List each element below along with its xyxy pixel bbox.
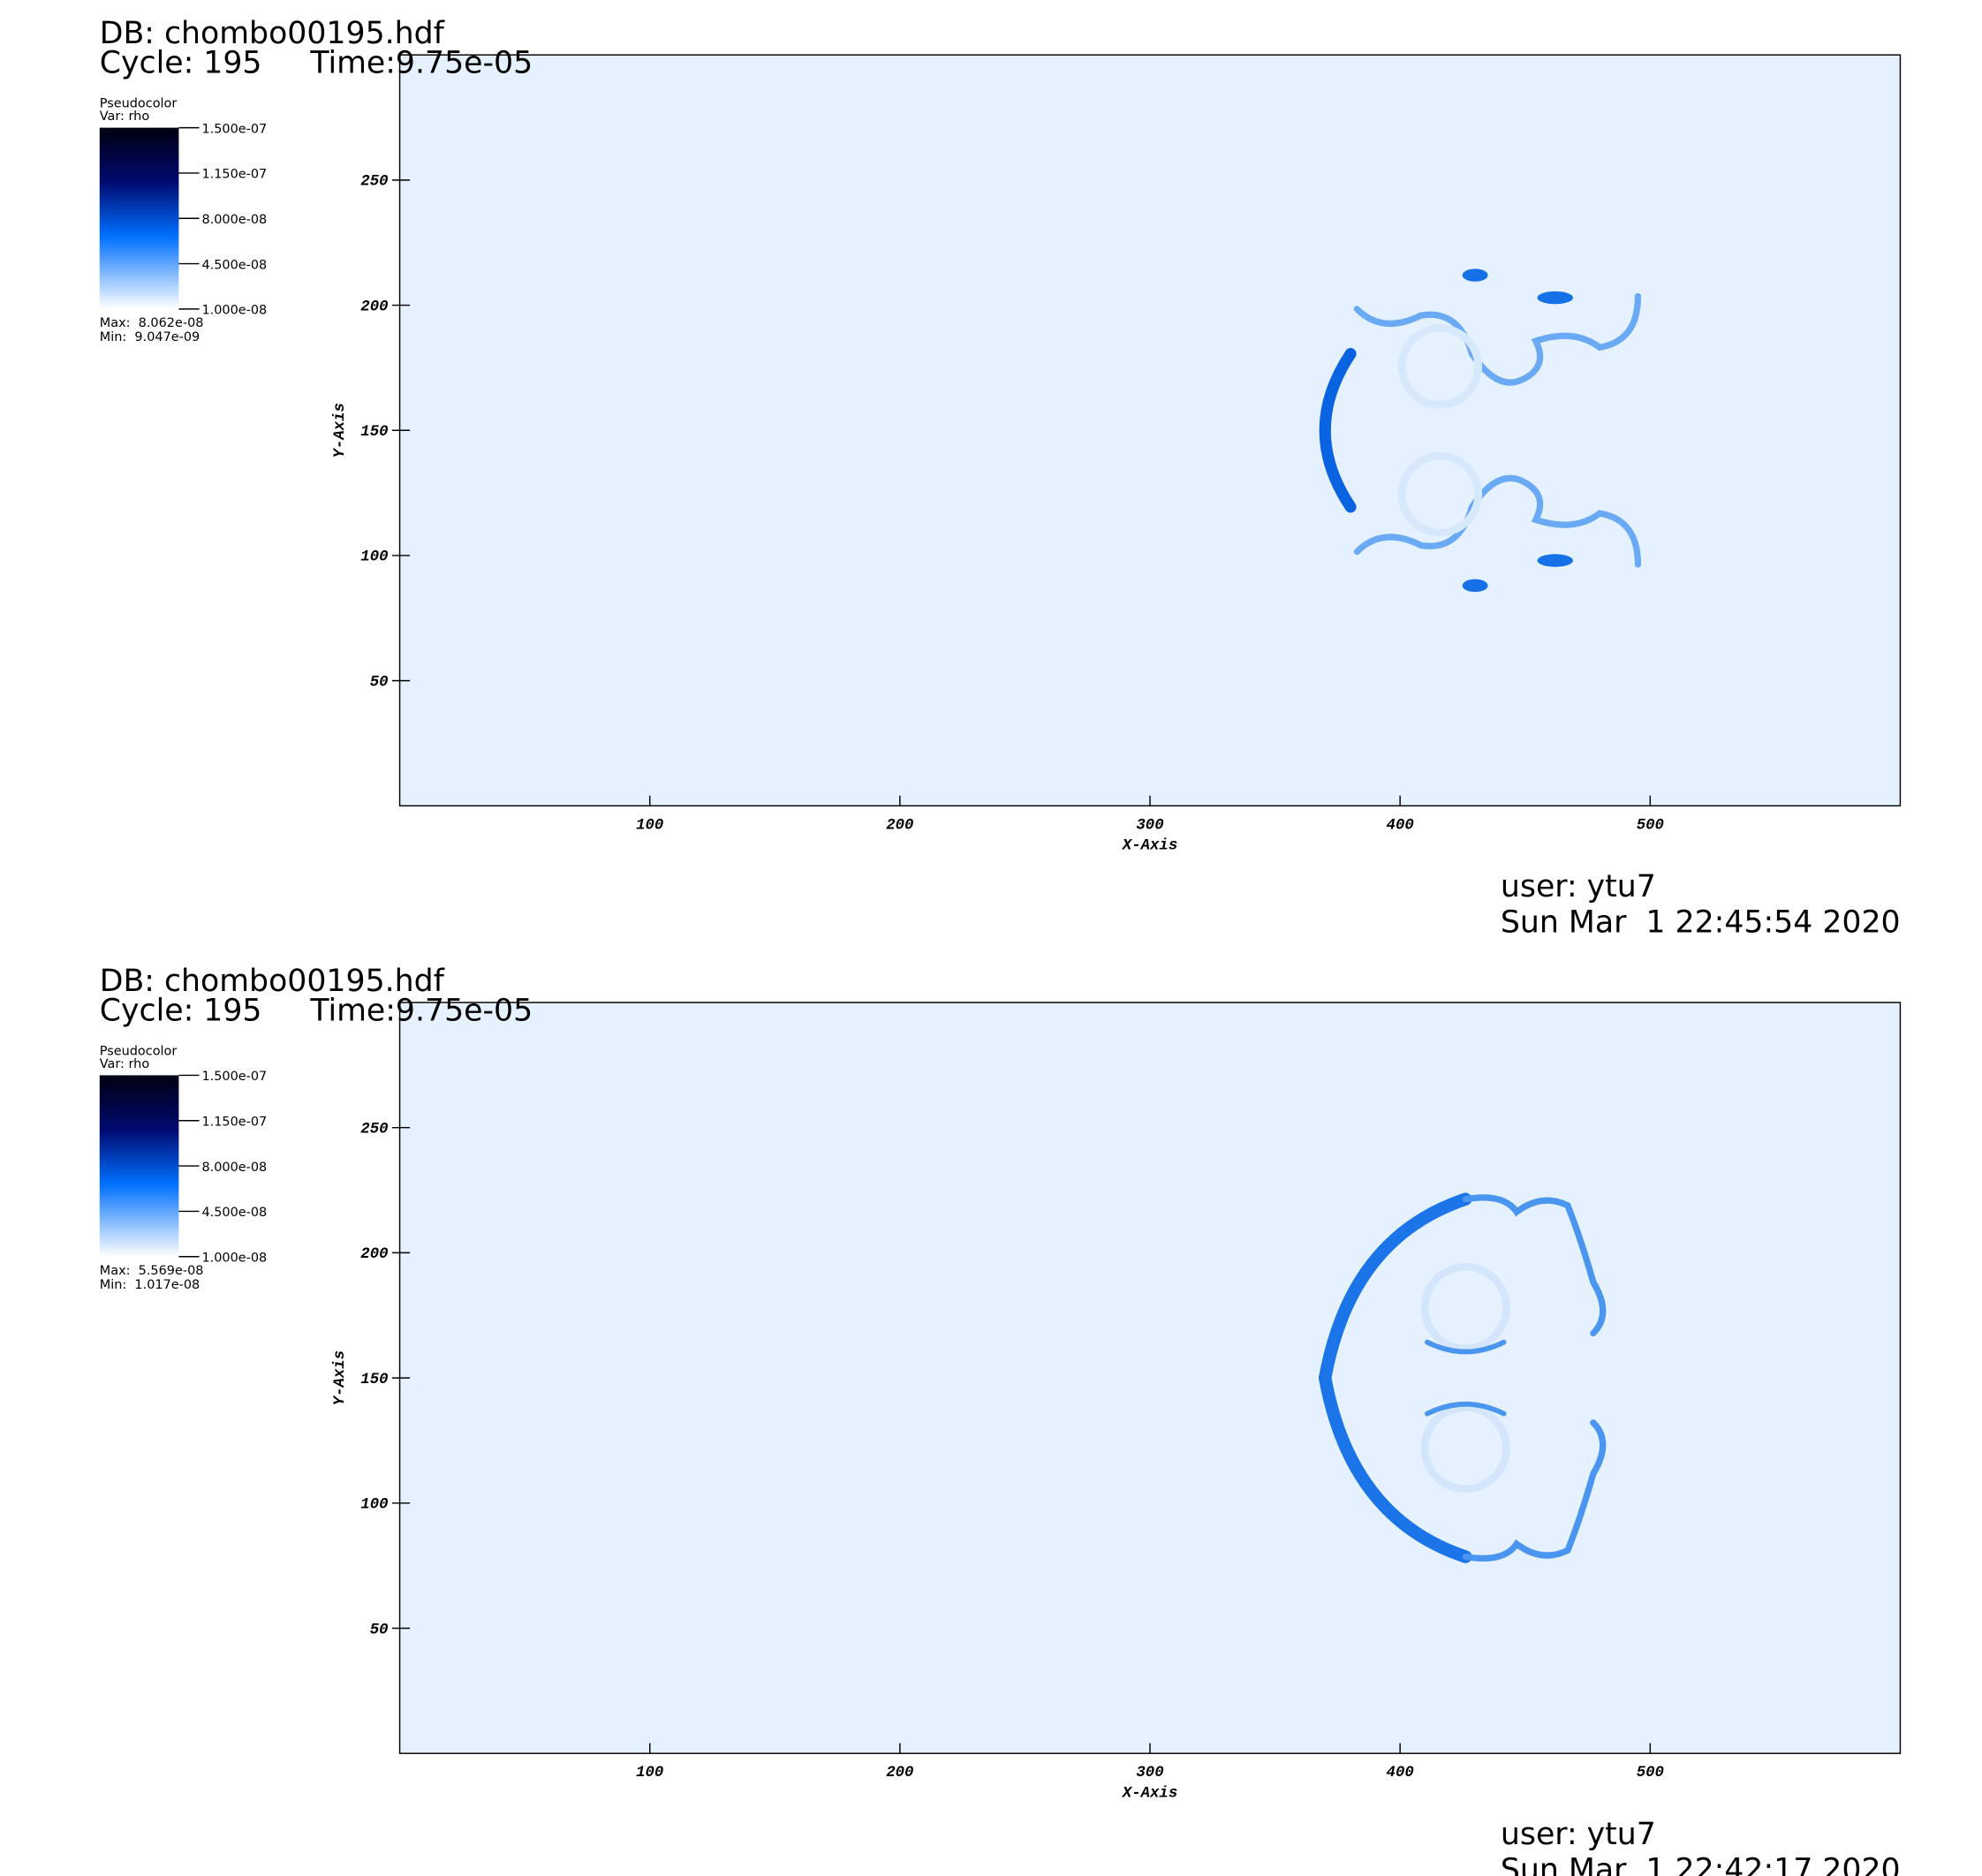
x-tick-label: 400 bbox=[1387, 1765, 1414, 1781]
density-field bbox=[1318, 1192, 1607, 1563]
legend-var: Var: rho bbox=[100, 1057, 150, 1071]
legend-min: Min: 1.017e-08 bbox=[100, 1278, 200, 1292]
cycle: Cycle: 195 bbox=[100, 993, 262, 1028]
plot-area bbox=[398, 54, 1902, 807]
user: user: ytu7 bbox=[1501, 1817, 1656, 1852]
x-tick-label: 400 bbox=[1387, 817, 1414, 834]
x-tick-label: 300 bbox=[1136, 1765, 1163, 1781]
x-tick-label: 500 bbox=[1637, 817, 1664, 834]
y-tick-label: 50 bbox=[370, 674, 389, 691]
y-tick-label: 150 bbox=[360, 424, 388, 441]
color-bar bbox=[99, 127, 179, 309]
legend-max: Max: 5.569e-08 bbox=[100, 1264, 204, 1278]
y-tick-label: 200 bbox=[360, 299, 388, 315]
bow-shock bbox=[1318, 1371, 1472, 1563]
plot-area bbox=[398, 1002, 1902, 1754]
vortex-edge bbox=[1462, 1194, 1607, 1337]
time: Time:9.75e-05 bbox=[309, 993, 533, 1028]
y-tick-label: 100 bbox=[360, 1497, 388, 1514]
db-name: DB: chombo00195.hdf bbox=[100, 964, 445, 999]
x-tick-label: 100 bbox=[636, 1765, 663, 1781]
x-tick-label: 100 bbox=[636, 817, 663, 834]
legend-max: Max: 8.062e-08 bbox=[100, 316, 204, 330]
legend-min: Min: 9.047e-09 bbox=[100, 330, 200, 344]
y-axis-label: Y-Axis bbox=[332, 1350, 349, 1405]
vortex bbox=[1420, 1262, 1510, 1353]
legend-tick-label: 1.000e-08 bbox=[201, 304, 267, 318]
knot bbox=[1462, 579, 1488, 593]
db-name: DB: chombo00195.hdf bbox=[100, 16, 445, 51]
legend-title: Pseudocolor bbox=[100, 96, 178, 110]
x-tick-label: 200 bbox=[886, 817, 913, 834]
legend-tick-label: 8.000e-08 bbox=[201, 213, 267, 227]
bow-shock bbox=[1319, 348, 1357, 513]
x-tick-label: 500 bbox=[1637, 1765, 1664, 1781]
legend-tick-label: 1.150e-07 bbox=[201, 168, 267, 182]
vortex-edge bbox=[1353, 292, 1642, 386]
legend-tick-label: 4.500e-08 bbox=[201, 258, 267, 272]
legend-tick-label: 1.500e-07 bbox=[201, 1070, 267, 1084]
x-axis-label: X-Axis bbox=[1122, 838, 1177, 855]
bow-shock bbox=[1318, 1192, 1472, 1385]
vortex bbox=[1397, 324, 1483, 409]
y-tick-label: 200 bbox=[360, 1246, 388, 1263]
knot bbox=[1537, 291, 1573, 305]
x-axis-label: X-Axis bbox=[1122, 1785, 1177, 1802]
x-tick-label: 300 bbox=[1136, 817, 1163, 834]
vortex-edge bbox=[1462, 1419, 1607, 1562]
y-tick-label: 50 bbox=[370, 1622, 389, 1638]
x-tick-label: 200 bbox=[886, 1765, 913, 1781]
vortex-arm bbox=[1424, 1401, 1507, 1417]
legend-tick-label: 1.500e-07 bbox=[201, 122, 267, 136]
cycle: Cycle: 195 bbox=[100, 45, 262, 80]
y-tick-label: 150 bbox=[360, 1372, 388, 1388]
legend-tick-label: 4.500e-08 bbox=[201, 1206, 267, 1220]
vortex-arm bbox=[1424, 1339, 1507, 1355]
date: Sun Mar 1 22:45:54 2020 bbox=[1501, 904, 1901, 940]
y-tick-label: 250 bbox=[360, 174, 388, 191]
time: Time:9.75e-05 bbox=[309, 45, 533, 80]
legend-tick-label: 1.000e-08 bbox=[201, 1252, 267, 1266]
y-tick-label: 250 bbox=[360, 1121, 388, 1138]
y-tick-label: 100 bbox=[360, 549, 388, 566]
date: Sun Mar 1 22:42:17 2020 bbox=[1501, 1852, 1901, 1876]
vortex-edge bbox=[1353, 474, 1642, 568]
y-axis-label: Y-Axis bbox=[332, 403, 349, 458]
legend-tick-label: 8.000e-08 bbox=[201, 1161, 267, 1175]
user: user: ytu7 bbox=[1501, 869, 1656, 904]
legend-tick-label: 1.150e-07 bbox=[201, 1116, 267, 1130]
legend-title: Pseudocolor bbox=[100, 1044, 178, 1058]
vortex bbox=[1397, 451, 1483, 537]
knot bbox=[1537, 554, 1573, 567]
color-bar bbox=[99, 1075, 179, 1257]
legend-var: Var: rho bbox=[100, 110, 150, 124]
knot bbox=[1462, 269, 1488, 282]
density-field bbox=[1319, 269, 1642, 593]
vortex bbox=[1420, 1403, 1510, 1494]
